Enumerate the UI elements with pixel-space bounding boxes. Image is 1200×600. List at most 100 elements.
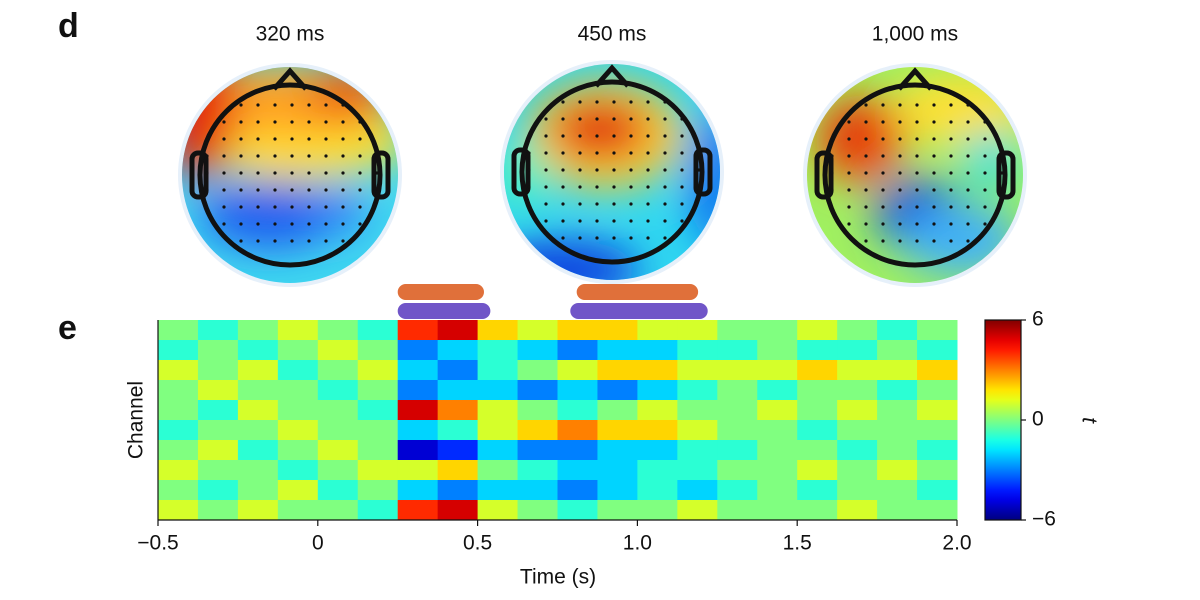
heatmap-cell xyxy=(837,500,878,521)
heatmap-cell xyxy=(597,360,638,381)
electrode xyxy=(915,103,919,107)
heatmap-cell xyxy=(277,480,319,501)
heatmap-cell xyxy=(477,420,519,441)
electrode xyxy=(663,202,667,206)
electrode xyxy=(290,222,294,226)
electrode xyxy=(544,202,548,206)
head-ear xyxy=(511,147,531,197)
head xyxy=(822,82,1008,268)
heatmap-cell xyxy=(597,400,638,421)
heatmap-cell xyxy=(237,440,279,461)
electrode xyxy=(595,100,599,104)
heatmap-cell xyxy=(717,400,758,421)
electrode xyxy=(307,103,311,107)
heatmap-cell xyxy=(197,460,239,481)
heatmap-cell xyxy=(477,320,519,341)
electrode xyxy=(341,188,345,192)
heatmap-cell xyxy=(877,440,918,461)
head xyxy=(519,79,705,265)
heatmap-cell xyxy=(397,340,439,361)
heatmap-cell xyxy=(317,420,359,441)
head-ear xyxy=(814,150,834,200)
electrode xyxy=(932,137,936,141)
heatmap-cell xyxy=(477,380,519,401)
heatmap-cell xyxy=(357,440,399,461)
electrode xyxy=(881,171,885,175)
electrode xyxy=(256,120,260,124)
heatmap-cell xyxy=(797,480,838,501)
heatmap-cell xyxy=(158,320,199,341)
electrode xyxy=(966,120,970,124)
heatmap-cell xyxy=(237,420,279,441)
electrode xyxy=(881,103,885,107)
electrode xyxy=(290,137,294,141)
electrode xyxy=(949,154,953,158)
electrode xyxy=(629,185,633,189)
electrode xyxy=(544,168,548,172)
head-ear xyxy=(371,150,391,200)
heatmap-cell xyxy=(237,400,279,421)
electrode xyxy=(680,185,684,189)
heatmap-cell xyxy=(437,460,479,481)
heatmap-cell xyxy=(357,420,399,441)
electrode xyxy=(324,205,328,209)
colorbar-tick-label: 6 xyxy=(1032,308,1044,331)
electrode xyxy=(578,236,582,240)
electrode xyxy=(864,188,868,192)
heatmap-cell xyxy=(317,360,359,381)
head-ear xyxy=(189,150,209,200)
electrode xyxy=(324,137,328,141)
heatmap-cell xyxy=(158,460,199,481)
electrode xyxy=(983,154,987,158)
head-ear xyxy=(996,150,1016,200)
electrode xyxy=(663,134,667,138)
heatmap-cell xyxy=(597,320,638,341)
electrode xyxy=(290,205,294,209)
heatmap-cell xyxy=(917,420,958,441)
electrode xyxy=(239,239,243,243)
electrode xyxy=(239,171,243,175)
heatmap-cell xyxy=(517,460,558,481)
heatmap-cell xyxy=(517,500,558,521)
heatmap-cell xyxy=(437,480,479,501)
electrode xyxy=(561,100,565,104)
heatmap-cell xyxy=(237,380,279,401)
electrode xyxy=(341,171,345,175)
electrode xyxy=(983,120,987,124)
heatmap-cell xyxy=(877,500,918,521)
electrode xyxy=(239,188,243,192)
electrode xyxy=(983,188,987,192)
electrode xyxy=(324,171,328,175)
electrode xyxy=(898,239,902,243)
electrode xyxy=(646,168,650,172)
heatmap-cell xyxy=(237,500,279,521)
electrode xyxy=(239,154,243,158)
electrode xyxy=(273,188,277,192)
x-axis-label: Time (s) xyxy=(520,566,596,589)
heatmap-cell xyxy=(797,440,838,461)
electrode xyxy=(847,205,851,209)
heatmap-cell xyxy=(477,480,519,501)
electrode xyxy=(646,134,650,138)
electrode xyxy=(358,154,362,158)
electrode xyxy=(578,100,582,104)
electrode xyxy=(324,120,328,124)
electrode xyxy=(324,103,328,107)
electrode xyxy=(629,134,633,138)
heatmap-cell xyxy=(637,440,678,461)
heatmap-cell xyxy=(277,340,319,361)
electrode xyxy=(561,134,565,138)
electrode xyxy=(949,239,953,243)
heatmap-cell xyxy=(317,460,359,481)
heatmap-cell xyxy=(837,420,878,441)
electrode xyxy=(612,185,616,189)
electrode xyxy=(864,154,868,158)
electrode xyxy=(949,103,953,107)
electrode xyxy=(646,202,650,206)
electrode xyxy=(612,219,616,223)
electrode xyxy=(915,239,919,243)
electrode xyxy=(222,154,226,158)
electrode xyxy=(256,171,260,175)
electrode xyxy=(881,239,885,243)
